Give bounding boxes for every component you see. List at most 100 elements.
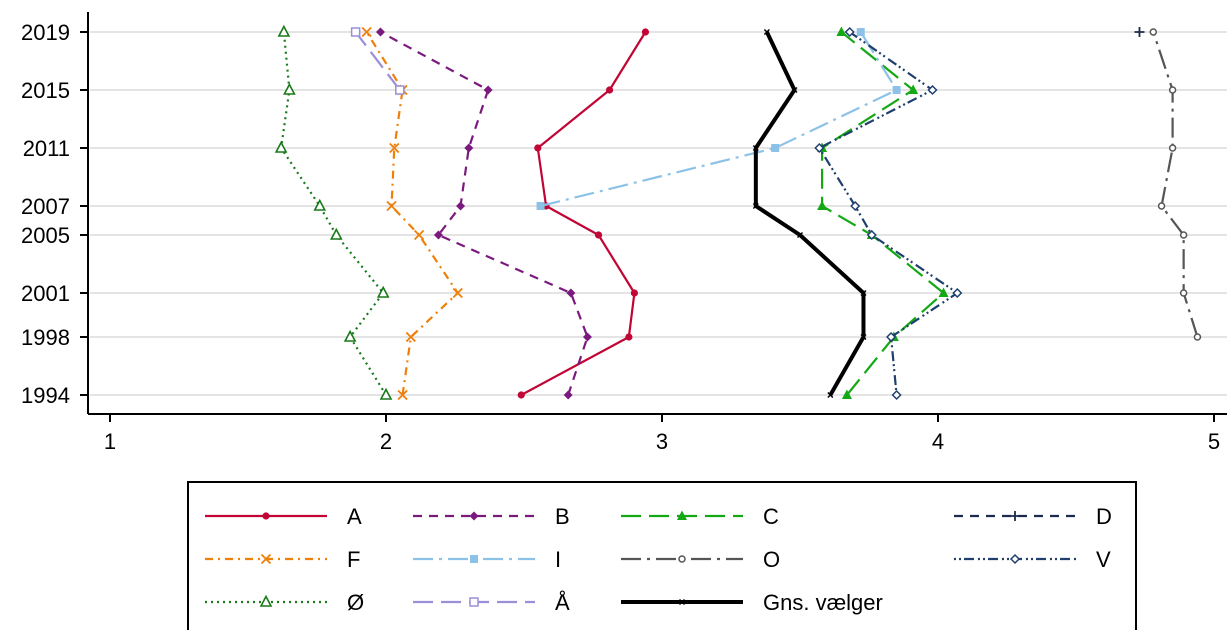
- data-point: [952, 287, 963, 299]
- legend-item: Å: [413, 590, 570, 615]
- data-point: [379, 387, 393, 400]
- legend-label: C: [763, 504, 779, 529]
- series-A: [517, 28, 650, 399]
- data-point: [1149, 28, 1158, 36]
- series-Å: [350, 27, 405, 95]
- legend-item: F: [205, 547, 360, 572]
- legend-item: V: [954, 547, 1111, 572]
- data-point: [605, 86, 614, 94]
- data-point: [582, 332, 592, 342]
- data-point: [534, 144, 542, 152]
- data-point: [641, 28, 650, 36]
- y-tick-label: 1998: [21, 325, 70, 350]
- data-point: [1179, 289, 1188, 297]
- legend-item: C: [621, 504, 779, 529]
- legend-item: B: [413, 504, 570, 529]
- legend-marker: [678, 555, 686, 563]
- data-point: [850, 200, 861, 212]
- data-point: [566, 288, 576, 298]
- y-tick-label: 1994: [21, 383, 70, 408]
- data-point: [892, 86, 901, 94]
- data-point: [283, 82, 296, 95]
- x-tick-label: 4: [932, 429, 944, 454]
- data-point: [343, 329, 357, 342]
- data-point: [886, 331, 897, 343]
- series-V: [814, 26, 963, 401]
- series-line: [280, 31, 387, 396]
- data-point: [771, 144, 780, 152]
- data-point: [625, 333, 633, 341]
- data-point: [395, 85, 405, 95]
- x-tick-label: 1: [104, 429, 116, 454]
- y-tick-label: 2011: [23, 136, 70, 161]
- data-point: [1168, 86, 1177, 94]
- legend-item: D: [954, 504, 1112, 529]
- x-tick-label: 3: [656, 429, 668, 454]
- series-line: [520, 31, 647, 396]
- data-point: [452, 287, 463, 299]
- y-tick-label: 2001: [21, 281, 70, 306]
- data-point: [860, 289, 867, 297]
- data-point: [817, 200, 828, 210]
- data-point: [814, 142, 825, 154]
- legend-marker: [678, 598, 686, 606]
- series-I: [536, 28, 901, 210]
- gridlines: [90, 31, 1227, 396]
- data-point: [860, 333, 867, 341]
- y-tick-label: 2007: [21, 194, 70, 219]
- series-Gns. vælger: [752, 28, 867, 399]
- data-point: [563, 390, 573, 400]
- data-point: [1157, 202, 1166, 210]
- series-B: [375, 27, 592, 400]
- legend-marker: [259, 594, 273, 607]
- legend-label: Ø: [347, 590, 364, 615]
- axes: [87, 12, 1227, 415]
- y-tick-label: 2005: [21, 223, 70, 248]
- data-point: [350, 27, 361, 37]
- legend-label: D: [1096, 504, 1112, 529]
- data-point: [517, 391, 525, 399]
- legend-label: V: [1096, 547, 1111, 572]
- legend-item: Ø: [205, 590, 364, 615]
- data-point: [386, 200, 397, 212]
- data-point: [891, 389, 902, 401]
- legend-marker: [262, 512, 270, 520]
- series-D: [1134, 27, 1145, 37]
- x-tick-label: 5: [1208, 429, 1220, 454]
- legend-marker: [469, 511, 479, 521]
- data-point: [313, 198, 327, 211]
- data-point: [536, 202, 545, 210]
- data-point: [752, 144, 759, 152]
- data-point: [836, 26, 847, 36]
- data-point: [791, 86, 798, 94]
- legend-label: Å: [555, 590, 570, 615]
- series-O: [1149, 28, 1202, 341]
- legend-box: [187, 481, 1137, 630]
- data-point: [927, 84, 938, 96]
- data-point: [464, 143, 474, 153]
- legend-label: B: [555, 504, 570, 529]
- data-point: [413, 229, 425, 241]
- y-tick-label: 2019: [21, 20, 70, 45]
- legend-marker: [260, 553, 272, 565]
- data-point: [594, 231, 603, 239]
- legend-item: O: [621, 547, 780, 572]
- data-point: [456, 201, 466, 211]
- legend-label: I: [555, 547, 561, 572]
- series-line: [820, 31, 945, 396]
- legend-marker: [470, 555, 478, 563]
- series-line: [354, 31, 401, 91]
- data-point: [277, 24, 291, 37]
- legend-marker: [1010, 511, 1020, 521]
- data-point: [1193, 333, 1202, 341]
- data-point: [827, 391, 834, 399]
- data-point: [1168, 144, 1177, 152]
- x-axis-ticks: 1 2 3 4 5: [104, 414, 1220, 454]
- series-line: [379, 31, 589, 396]
- y-tick-label: 2015: [21, 78, 70, 103]
- data-point: [376, 285, 390, 298]
- series-Ø: [274, 24, 393, 400]
- legend-marker: [677, 510, 687, 520]
- data-point: [908, 84, 919, 94]
